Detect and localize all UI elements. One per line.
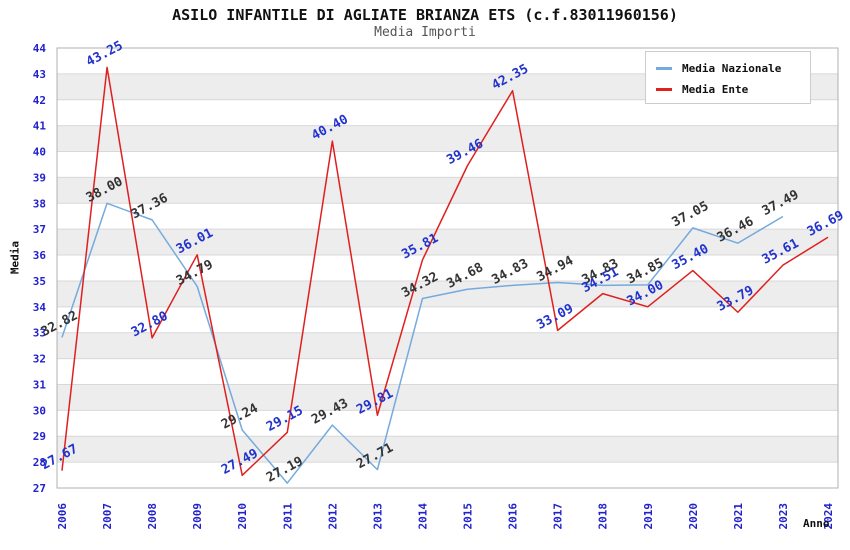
x-tick-label: 2011 <box>281 503 294 530</box>
legend-label-media-nazionale: Media Nazionale <box>682 62 782 75</box>
grid-band <box>57 99 838 126</box>
grid-band <box>57 125 838 152</box>
grid-band <box>57 332 838 359</box>
y-tick-label: 35 <box>33 275 46 288</box>
x-tick-label: 2018 <box>597 503 610 530</box>
grid-band <box>57 306 838 333</box>
x-tick-label: 2012 <box>326 503 339 530</box>
y-tick-label: 32 <box>33 353 46 366</box>
x-tick-label: 2020 <box>687 503 700 530</box>
x-tick-label: 2023 <box>777 503 790 530</box>
y-tick-label: 31 <box>33 378 47 391</box>
chart-subtitle: Media Importi <box>374 25 476 40</box>
grid-band <box>57 255 838 281</box>
x-tick-label: 2016 <box>507 503 520 530</box>
grid-band <box>57 436 838 463</box>
x-tick-label: 2010 <box>236 503 249 530</box>
y-tick-label: 29 <box>33 430 46 443</box>
grid-band <box>57 177 838 204</box>
y-tick-label: 38 <box>33 197 46 210</box>
y-tick-label: 34 <box>33 301 47 314</box>
legend: Media Nazionale Media Ente <box>645 51 811 104</box>
series-line-media-nazionale <box>61 202 784 484</box>
grid-band <box>57 358 838 385</box>
y-axis-title: Media <box>8 240 22 275</box>
legend-label-media-ente: Media Ente <box>682 83 749 96</box>
y-tick-label: 41 <box>33 120 47 133</box>
y-tick-label: 44 <box>33 42 47 55</box>
x-tick-label: 2015 <box>462 503 475 530</box>
legend-item-media-ente: Media Ente <box>656 79 810 100</box>
x-tick-label: 2021 <box>732 503 745 530</box>
series-line-media-ente <box>61 66 829 477</box>
y-tick-label: 36 <box>33 249 47 262</box>
y-tick-label: 42 <box>33 94 46 107</box>
y-tick-label: 33 <box>33 327 46 340</box>
y-tick-label: 40 <box>33 146 46 159</box>
x-tick-label: 2009 <box>191 503 204 530</box>
y-tick-label: 37 <box>33 223 46 236</box>
plot-border <box>56 47 839 489</box>
legend-marker-media-ente <box>656 88 672 91</box>
y-tick-label: 39 <box>33 171 46 184</box>
x-tick-label: 2024 <box>822 503 835 530</box>
x-tick-label: 2006 <box>56 503 69 530</box>
x-tick-label: 2008 <box>146 503 159 530</box>
x-tick-label: 2017 <box>552 503 565 530</box>
grid-band <box>57 151 838 178</box>
x-tick-label: 2013 <box>371 503 384 530</box>
legend-item-media-nazionale: Media Nazionale <box>656 58 810 79</box>
x-axis-title: Anno <box>803 517 830 530</box>
grid-band <box>57 462 838 488</box>
grid-band <box>57 384 838 411</box>
x-tick-label: 2019 <box>642 503 655 530</box>
x-tick-label: 2007 <box>101 503 114 530</box>
x-tick-label: 2014 <box>416 503 429 530</box>
y-tick-label: 28 <box>33 456 46 469</box>
grid-band <box>57 410 838 437</box>
y-tick-label: 43 <box>33 68 46 81</box>
y-tick-label: 27 <box>33 482 46 495</box>
y-tick-label: 30 <box>33 404 46 417</box>
legend-marker-media-nazionale <box>656 67 672 70</box>
chart-title: ASILO INFANTILE DI AGLIATE BRIANZA ETS (… <box>172 6 678 24</box>
